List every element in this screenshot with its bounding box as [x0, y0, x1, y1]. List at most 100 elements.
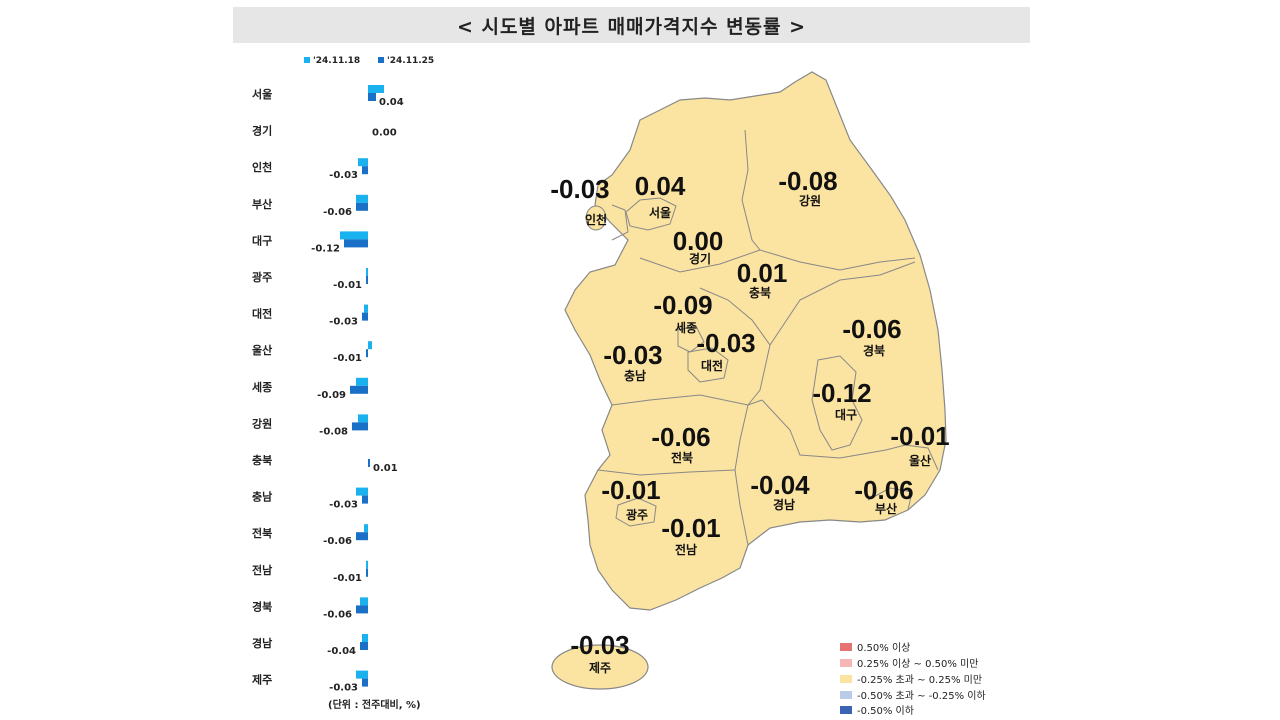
map-name-daejeon: 대전 — [701, 358, 723, 373]
boundary-gyeongbuk — [769, 261, 916, 346]
data-label: -0.04 — [327, 646, 356, 657]
bar-chart: '24.11.18 '24.11.25 서울 0.04 경기 0.00 인천 -0.03 부산 -… — [252, 56, 434, 711]
legend-swatch — [840, 658, 852, 667]
map-name-jeonnam: 전남 — [675, 542, 697, 557]
legend-label: -0.25% 초과 ~ 0.25% 미만 — [857, 675, 983, 686]
data-label: -0.01 — [333, 573, 362, 584]
series-legend-label: '24.11.25 — [387, 56, 434, 66]
map-value-busan: -0.06 — [854, 475, 913, 505]
bar-curr — [368, 459, 370, 467]
bar-curr — [356, 605, 368, 614]
map-legend-item: 0.25% 이상 ~ 0.50% 미만 — [840, 655, 978, 670]
legend-swatch — [840, 705, 852, 714]
map-name-busan: 부산 — [875, 501, 897, 516]
bar-curr — [356, 202, 368, 211]
boundary-jeonbuk-jeonnam — [597, 469, 736, 476]
category-label: 경남 — [252, 636, 272, 650]
bar-prev — [368, 85, 384, 93]
bar-curr — [356, 532, 368, 541]
map-value-jeonbuk: -0.06 — [651, 422, 710, 452]
data-label: -0.06 — [323, 536, 352, 547]
data-label: -0.03 — [329, 317, 358, 328]
category-label: 인천 — [252, 160, 272, 174]
map-name-jeonbuk: 전북 — [671, 450, 693, 465]
jeju-island — [551, 644, 649, 690]
bar-prev — [358, 414, 368, 423]
boundary-chungbuk — [699, 287, 771, 406]
map-value-chungbuk: 0.01 — [737, 258, 788, 288]
korea-map — [551, 71, 947, 690]
category-label: 강원 — [252, 416, 272, 430]
data-label: -0.01 — [333, 280, 362, 291]
map-value-gyeonggi: 0.00 — [673, 226, 724, 256]
map-name-sejong: 세종 — [675, 320, 697, 335]
map-value-gyeongnam: -0.04 — [750, 470, 810, 500]
boundary-gwangju — [615, 497, 657, 527]
chart-title: < 시도별 아파트 매매가격지수 변동률 > — [456, 15, 807, 38]
map-value-gwangju: -0.01 — [601, 475, 660, 505]
map-name-gangwon: 강원 — [799, 194, 821, 208]
data-label: -0.08 — [319, 426, 348, 437]
category-label: 전북 — [252, 526, 272, 540]
bar-prev — [340, 231, 368, 240]
data-label: -0.06 — [323, 609, 352, 620]
map-value-jeonnam: -0.01 — [661, 513, 720, 543]
series-legend-swatch — [304, 57, 310, 63]
map-value-daejeon: -0.03 — [696, 328, 755, 358]
boundary-seoul — [625, 197, 677, 231]
map-name-chungbuk: 충북 — [749, 285, 771, 300]
map-value-jeju: -0.03 — [570, 630, 629, 660]
incheon-island — [585, 205, 607, 231]
bar-prev — [366, 268, 368, 276]
bar-curr — [362, 312, 368, 321]
legend-label: -0.50% 초과 ~ -0.25% 이하 — [857, 691, 986, 702]
data-label: -0.03 — [329, 683, 358, 694]
bar-prev — [368, 341, 372, 350]
legend-label: 0.50% 이상 — [857, 643, 911, 654]
boundary-daejeon — [687, 347, 729, 383]
category-label: 대전 — [252, 307, 272, 321]
category-label: 제주 — [252, 673, 272, 687]
map-value-gangwon: -0.08 — [778, 166, 837, 196]
map-name-chungnam: 충남 — [624, 368, 646, 383]
bar-curr — [360, 642, 368, 650]
data-label: -0.03 — [329, 500, 358, 511]
map-name-ulsan: 울산 — [909, 453, 931, 468]
map-name-gwangju: 광주 — [626, 507, 648, 522]
map-name-incheon: 인천 — [585, 212, 607, 227]
data-label: 0.00 — [372, 128, 397, 139]
bar-prev — [364, 304, 368, 313]
data-label: 0.04 — [379, 97, 404, 108]
bar-curr — [368, 93, 376, 101]
map-legend-item: 0.50% 이상 — [840, 639, 910, 654]
map-name-seoul: 서울 — [649, 205, 671, 220]
legend-swatch — [840, 690, 852, 699]
boundary-north-central — [639, 249, 916, 273]
boundary-incheon — [611, 204, 629, 241]
map-value-incheon: -0.03 — [550, 174, 609, 204]
bar-prev — [366, 560, 368, 569]
boundary-gyeongbuk-south — [761, 399, 887, 459]
category-label: 부산 — [252, 197, 272, 211]
category-label: 충북 — [252, 453, 272, 467]
category-label: 대구 — [252, 233, 272, 247]
boundary-chungnam-south — [611, 394, 763, 406]
boundary-ulsan — [885, 444, 939, 471]
data-label: -0.12 — [311, 243, 340, 254]
bar-curr — [350, 385, 368, 394]
bar-prev — [362, 634, 368, 642]
data-label: -0.03 — [329, 170, 358, 181]
bar-curr — [344, 239, 368, 248]
bar-prev — [364, 524, 368, 533]
boundary-gyeonggi-gangwon — [741, 129, 761, 251]
bar-curr — [366, 568, 368, 577]
series-legend-swatch — [378, 57, 384, 63]
bar-prev — [356, 377, 368, 386]
bar-prev — [358, 158, 368, 167]
bar-prev — [356, 670, 368, 679]
legend-label: -0.50% 이하 — [857, 706, 914, 717]
category-label: 세종 — [252, 380, 272, 394]
map-value-daegu: -0.12 — [812, 378, 871, 408]
boundary-sejong — [677, 325, 705, 353]
legend-label: 0.25% 이상 ~ 0.50% 미만 — [857, 659, 979, 670]
